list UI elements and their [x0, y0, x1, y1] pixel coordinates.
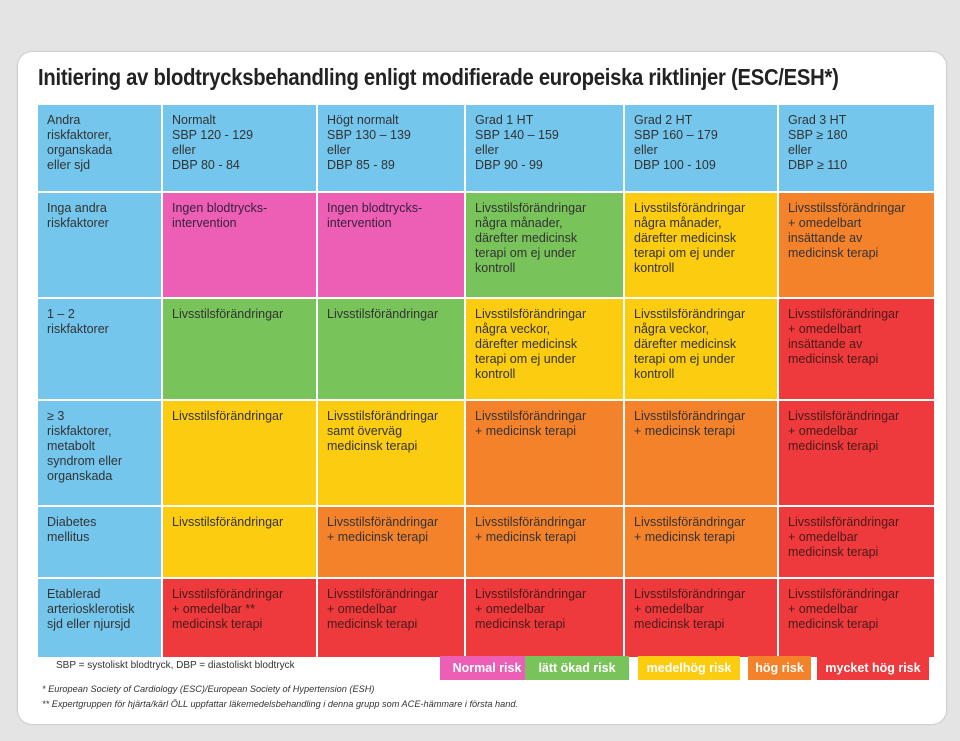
recommendation-cell: Livsstilsförändringar [318, 299, 464, 399]
recommendation-cell: Livsstilsförändringar + medicinsk terapi [625, 507, 777, 577]
row-label-cell: Diabetes mellitus [38, 507, 161, 577]
recommendation-cell: Livsstilsförändringar + medicinsk terapi [625, 401, 777, 505]
recommendation-cell: Livsstilsförändringar några veckor, däre… [625, 299, 777, 399]
legend-pink-item: Normal risk [440, 656, 534, 680]
recommendation-cell: Livsstilsförändringar några månader, där… [625, 193, 777, 297]
header-bp-category-cell: Högt normalt SBP 130 – 139 eller DBP 85 … [318, 105, 464, 191]
recommendation-cell: Livsstilsförändringar + omedelbar medici… [466, 579, 623, 657]
recommendation-cell: Ingen blodtrycks- intervention [163, 193, 316, 297]
recommendation-cell: Livsstilsförändringar [163, 299, 316, 399]
recommendation-cell: Livsstilsförändringar + omedelbar medici… [779, 507, 934, 577]
legend-green-item: lätt ökad risk [525, 656, 629, 680]
recommendation-cell: Livsstilsförändringar [163, 507, 316, 577]
header-bp-category-cell: Normalt SBP 120 - 129 eller DBP 80 - 84 [163, 105, 316, 191]
row-label-cell: Inga andra riskfaktorer [38, 193, 161, 297]
legend-red-item: mycket hög risk [817, 656, 929, 680]
recommendation-cell: Livsstilsförändringar några månader, där… [466, 193, 623, 297]
row-label-cell: 1 – 2 riskfaktorer [38, 299, 161, 399]
recommendation-cell: Livsstilsförändringar + medicinsk terapi [466, 401, 623, 505]
legend-yellow-item: medelhög risk [638, 656, 740, 680]
page-title: Initiering av blodtrycksbehandling enlig… [38, 64, 839, 90]
recommendation-cell: Livsstilsförändringar + medicinsk terapi [318, 507, 464, 577]
recommendation-cell: Livsstilsförändringar några veckor, däre… [466, 299, 623, 399]
recommendation-cell: Livsstilsförändringar samt överväg medic… [318, 401, 464, 505]
footnote-abbreviations: SBP = systoliskt blodtryck, DBP = diasto… [56, 660, 295, 671]
recommendation-cell: Livsstilsförändringar + omedelbar medici… [625, 579, 777, 657]
recommendation-cell: Livsstilsförändringar + omedelbart insät… [779, 299, 934, 399]
recommendation-cell: Livsstilsförändringar + omedelbar medici… [779, 401, 934, 505]
recommendation-cell: Livsstilsförändringar + omedelbar ** med… [163, 579, 316, 657]
recommendation-cell: Livsstilssförändringar + omedelbart insä… [779, 193, 934, 297]
risk-table: Andra riskfaktorer, organskada eller sjd… [38, 105, 934, 657]
footnote-esc-esh: * European Society of Cardiology (ESC)/E… [42, 684, 375, 694]
recommendation-cell: Livsstilsförändringar + medicinsk terapi [466, 507, 623, 577]
recommendation-cell: Livsstilsförändringar + omedelbar medici… [779, 579, 934, 657]
header-bp-category-cell: Grad 1 HT SBP 140 – 159 eller DBP 90 - 9… [466, 105, 623, 191]
footnote-expert-group: ** Expertgruppen för hjärta/kärl ÖLL upp… [42, 699, 518, 709]
recommendation-cell: Ingen blodtrycks- intervention [318, 193, 464, 297]
header-riskfactor-cell: Andra riskfaktorer, organskada eller sjd [38, 105, 161, 191]
recommendation-cell: Livsstilsförändringar [163, 401, 316, 505]
header-bp-category-cell: Grad 3 HT SBP ≥ 180 eller DBP ≥ 110 [779, 105, 934, 191]
row-label-cell: Etablerad arteriosklerotisk sjd eller nj… [38, 579, 161, 657]
legend-orange-item: hög risk [748, 656, 811, 680]
recommendation-cell: Livsstilsförändringar + omedelbar medici… [318, 579, 464, 657]
row-label-cell: ≥ 3 riskfaktorer, metabolt syndrom eller… [38, 401, 161, 505]
header-bp-category-cell: Grad 2 HT SBP 160 – 179 eller DBP 100 - … [625, 105, 777, 191]
